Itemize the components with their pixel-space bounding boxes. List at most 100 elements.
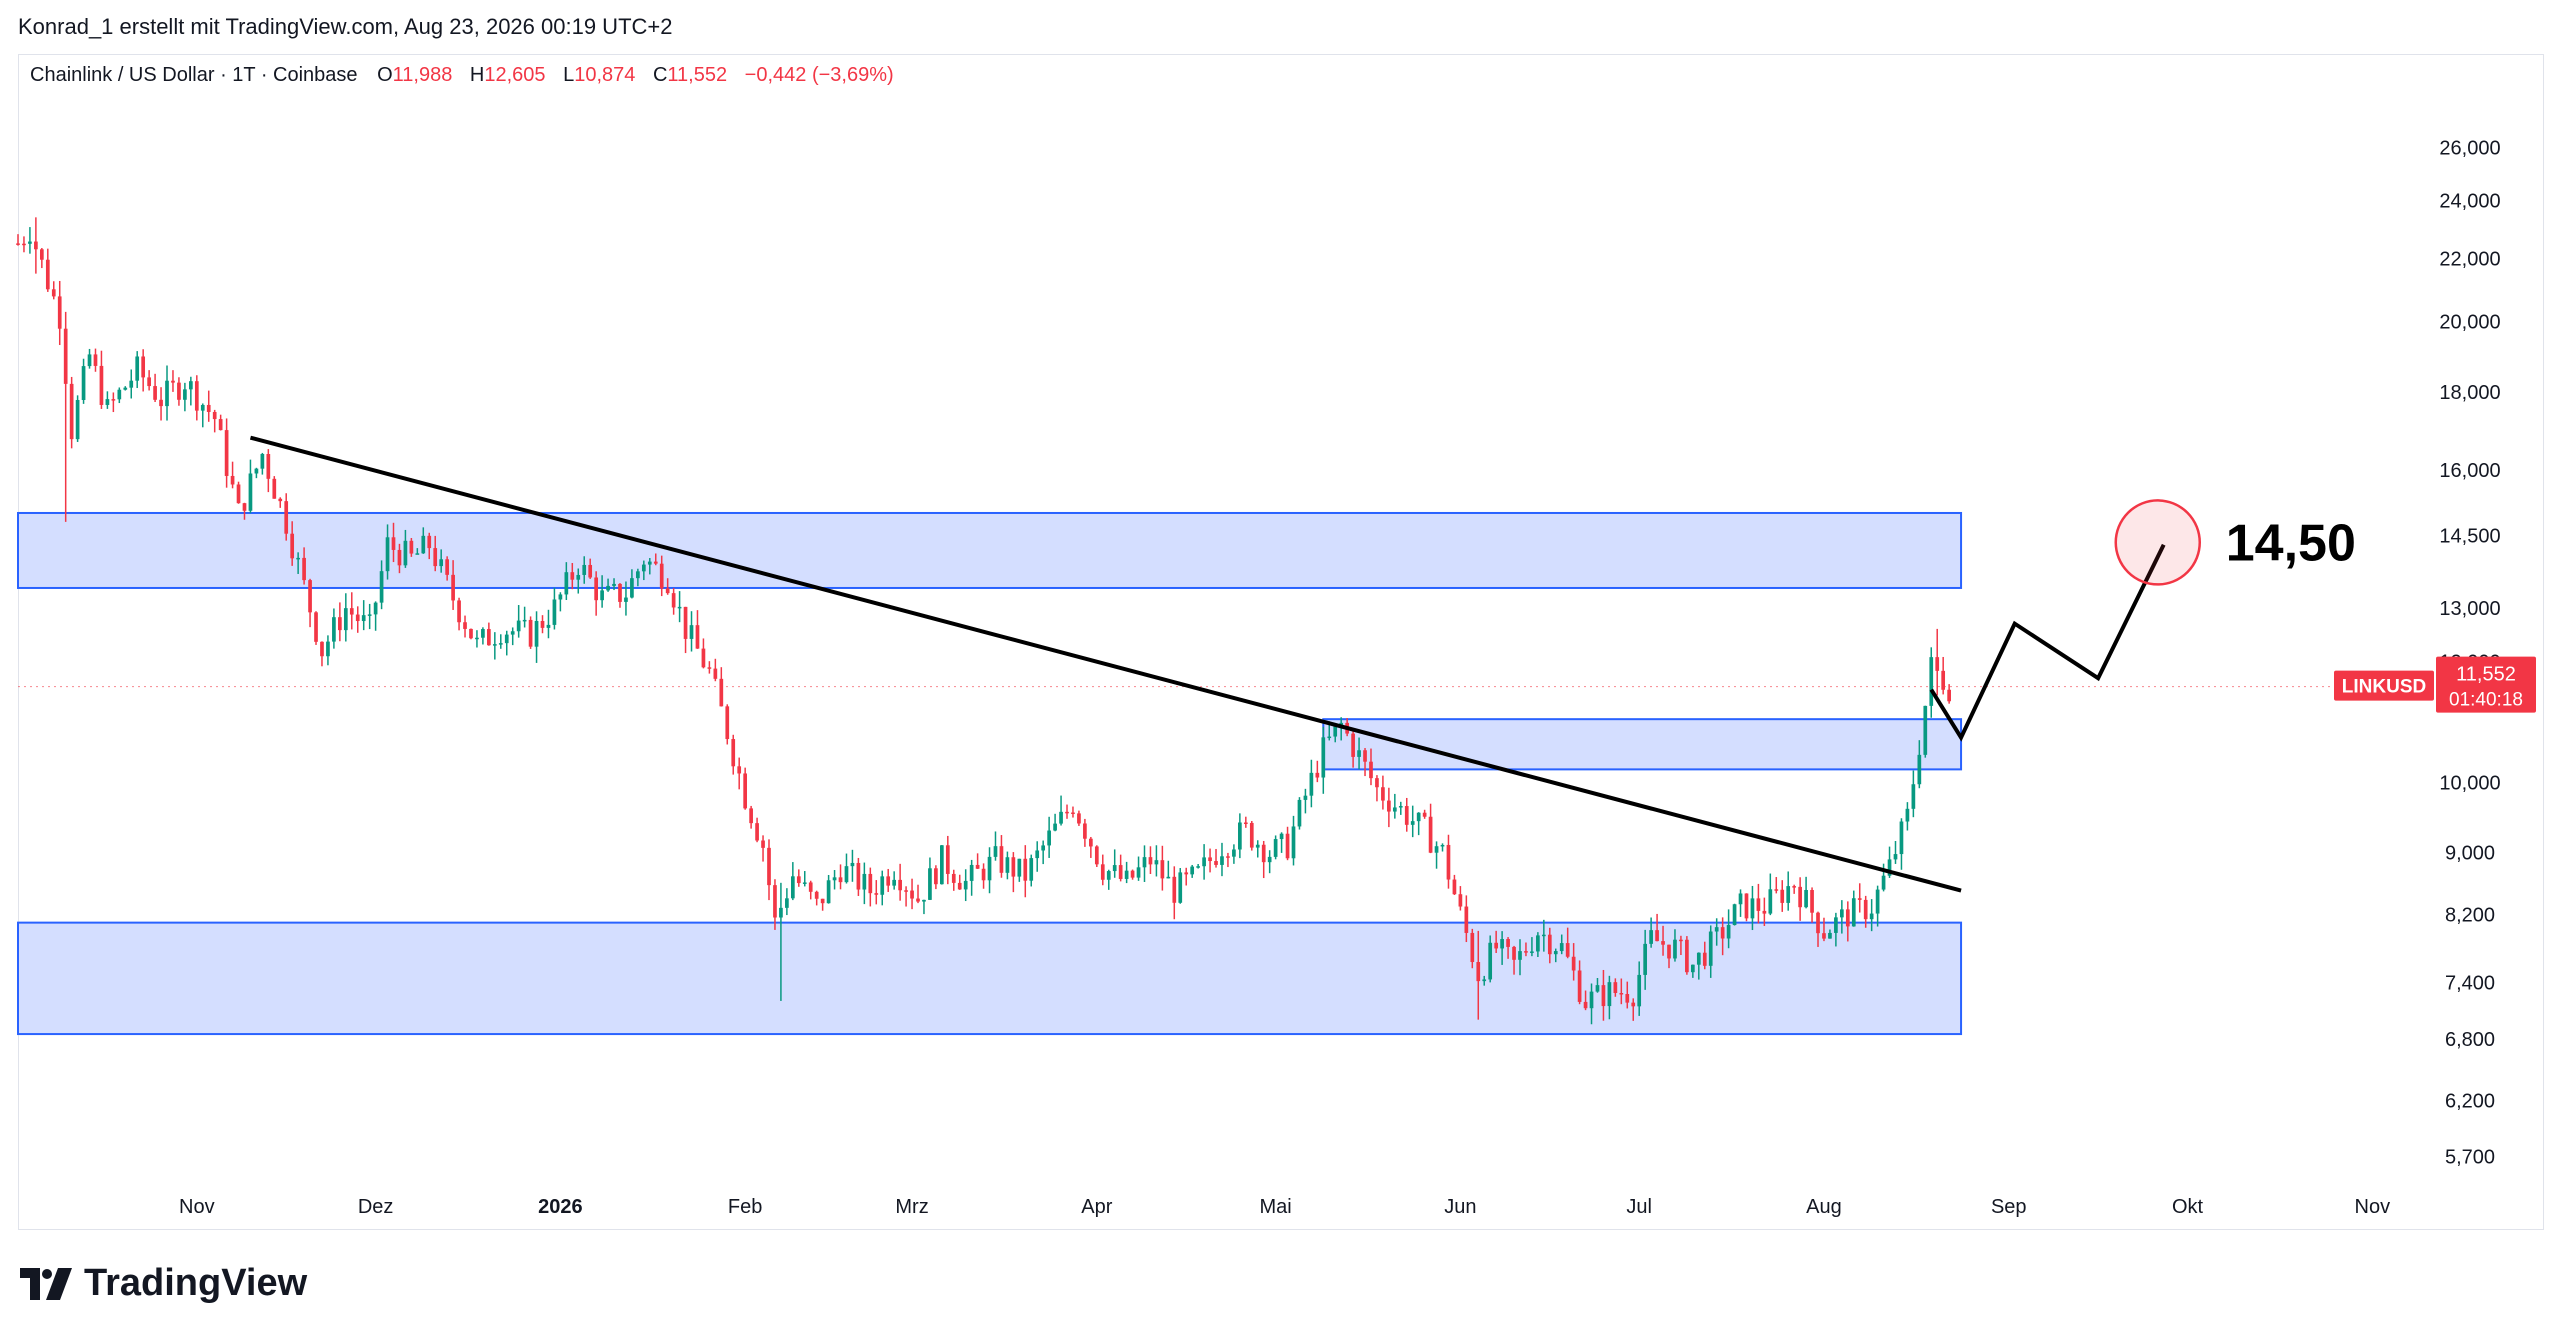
candle-body (1893, 854, 1898, 860)
candle-body (1494, 942, 1499, 949)
candle-body (1083, 823, 1087, 839)
zone-rect[interactable] (17, 511, 1963, 589)
candle-body (1381, 787, 1385, 801)
candle-body (1333, 725, 1338, 737)
candle-body (910, 890, 914, 899)
time-tick-label: Okt (2172, 1196, 2204, 1218)
candle-body (1011, 857, 1016, 877)
candle-body (16, 243, 20, 245)
candle-body (1708, 931, 1713, 966)
candle-body (284, 501, 289, 534)
candle-body (1363, 750, 1367, 762)
candle-body (504, 634, 509, 644)
candle-body (951, 873, 956, 883)
candle-body (153, 386, 157, 400)
candle-body (844, 866, 849, 883)
candle-body (1559, 943, 1564, 952)
candle-body (129, 380, 134, 388)
candle-body (1613, 982, 1618, 993)
candle-body (135, 356, 140, 381)
candle-body (934, 868, 938, 885)
candle-body (1500, 939, 1504, 949)
candle-body (683, 606, 688, 639)
candle-body (725, 706, 730, 740)
candle-body (624, 597, 628, 602)
candle-body (546, 624, 551, 628)
candle-body (1249, 822, 1254, 848)
change-value: −0,442 (−3,69%) (744, 64, 894, 86)
candle-body (1738, 893, 1743, 905)
candle-body (338, 617, 342, 631)
target-circle[interactable] (2114, 499, 2201, 586)
candle-body (600, 590, 604, 601)
trendline[interactable] (249, 435, 1962, 893)
candle-body (1142, 857, 1147, 868)
candle-body (856, 862, 861, 890)
candle-body (1029, 858, 1034, 881)
zone-rect[interactable] (17, 921, 1963, 1036)
time-tick-label: Mai (1260, 1196, 1292, 1218)
candle-body (1077, 813, 1081, 824)
candle-body (993, 846, 998, 857)
candle-body (981, 868, 986, 881)
zone-rect[interactable] (1322, 718, 1963, 771)
time-tick-label: 2026 (538, 1196, 583, 1218)
candle-body (516, 620, 521, 632)
candle-body (1798, 886, 1802, 908)
candle-body (1321, 737, 1326, 778)
time-tick-label: Jul (1626, 1196, 1652, 1218)
candle-body (570, 572, 575, 580)
candle-body (564, 572, 569, 595)
candle-body (796, 876, 801, 884)
candle-body (1422, 812, 1427, 817)
candle-body (1655, 930, 1659, 942)
candle-body (1947, 689, 1951, 702)
candle-body (826, 880, 831, 904)
candle-body (272, 478, 277, 499)
candle-body (1649, 930, 1653, 944)
drawings: 14,50 (249, 435, 2356, 893)
candle-body (1053, 823, 1057, 831)
candle-body (451, 574, 455, 601)
candle-body (1208, 857, 1212, 862)
candle-body (928, 868, 932, 900)
candle-body (689, 625, 694, 639)
candle-body (1172, 876, 1177, 903)
candle-body (1762, 910, 1767, 914)
candle-body (45, 259, 50, 290)
open-value: 11,988 (392, 64, 453, 86)
time-tick-label: Aug (1806, 1196, 1842, 1218)
candle-body (1637, 974, 1642, 1007)
candle-body (1464, 906, 1469, 933)
candle-body (1702, 952, 1707, 966)
candle-body (1023, 858, 1028, 881)
symbol-tag[interactable] (2334, 670, 2434, 701)
price-tag[interactable] (2436, 656, 2536, 713)
candle-body (439, 559, 444, 567)
candle-body (636, 571, 640, 579)
target-label: 14,50 (2226, 514, 2356, 572)
candle-body (1094, 846, 1099, 865)
candle-body (1124, 870, 1129, 879)
candle-body (1047, 830, 1051, 846)
candle-body (296, 557, 300, 560)
candle-body (1285, 833, 1290, 859)
candle-body (1214, 861, 1218, 865)
candle-body (1089, 838, 1093, 847)
candle-body (898, 879, 902, 891)
price-tick-label: 20,000 (2439, 312, 2500, 334)
candle-body (1238, 822, 1242, 850)
candle-body (939, 845, 944, 885)
candle-body (1571, 956, 1576, 971)
price-tick-label: 8,200 (2445, 904, 2495, 926)
candle-body (57, 296, 62, 329)
tradingview-brand[interactable]: TradingView (20, 1262, 307, 1305)
symbol-tag-label: LINKUSD (2342, 677, 2426, 698)
candle-body (1750, 898, 1755, 919)
candle-body (475, 637, 479, 640)
candle-body (612, 583, 616, 586)
candle-body (63, 328, 68, 384)
candle-body (582, 564, 587, 575)
projection-path[interactable] (1929, 543, 2166, 742)
